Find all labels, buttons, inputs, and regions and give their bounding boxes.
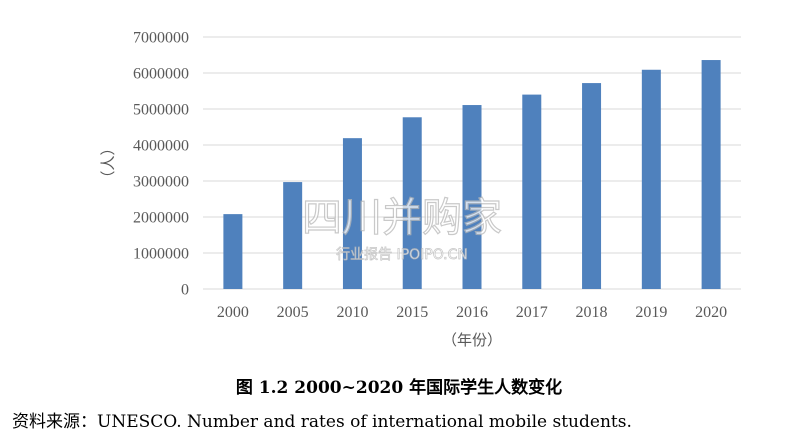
x-tick-label: 2018 [576,304,608,321]
bar [641,69,661,289]
bar [402,117,422,289]
bar [701,60,721,289]
bar [342,138,362,289]
y-tick-label: 4000000 [133,138,189,155]
source-note: 资料来源：UNESCO. Number and rates of interna… [12,412,632,432]
bar [223,214,243,289]
watermark-main: 四川并购家 [302,195,502,241]
x-axis-ticks: 2000 2005 2010 2015 2016 2017 2018 2019 2020 [217,304,727,321]
y-tick-label: 6000000 [133,66,189,83]
y-axis-title: （人） [99,140,117,185]
x-tick-label: 2016 [456,304,488,321]
bar [462,105,482,289]
bar-chart: 0 1000000 2000000 3000000 4000000 5000000 6000… [99,30,741,349]
x-tick-label: 2010 [336,304,368,321]
y-tick-label: 7000000 [133,30,189,47]
chart-bars [223,60,721,289]
bar [582,83,602,289]
y-axis-ticks: 0 1000000 2000000 3000000 4000000 5000000 6000… [133,30,189,299]
y-tick-label: 3000000 [133,174,189,191]
y-tick-label: 0 [181,282,189,299]
bar [522,94,542,289]
x-tick-label: 2017 [516,304,548,321]
x-tick-label: 2000 [217,304,249,321]
y-tick-label: 5000000 [133,102,189,119]
y-tick-label: 1000000 [133,246,189,263]
x-tick-label: 2020 [695,304,727,321]
watermark-sub: 行业报告 IPOIPO.CN [336,247,468,263]
x-tick-label: 2019 [635,304,667,321]
x-tick-label: 2005 [277,304,309,321]
x-tick-label: 2015 [396,304,428,321]
figure-caption: 图 1.2 2000~2020 年国际学生人数变化 [235,378,563,398]
bar [283,182,303,289]
x-axis-title: （年份） [442,331,502,349]
y-tick-label: 2000000 [133,210,189,227]
